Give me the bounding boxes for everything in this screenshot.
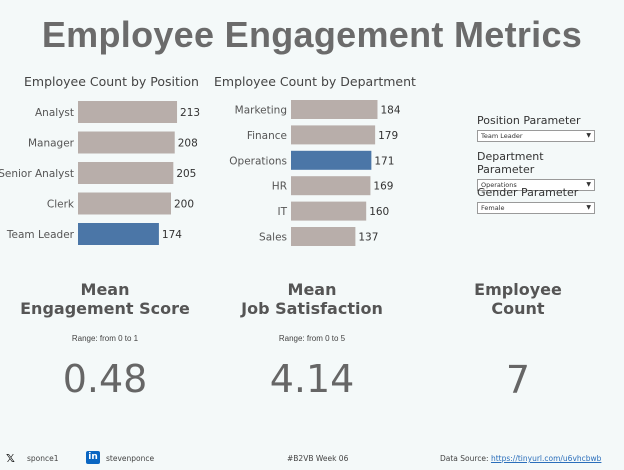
gender-parameter: Gender Parameter Female ▼ [477,186,602,214]
satisfaction-kpi-range: Range: from 0 to 5 [278,334,346,343]
data-source-label: Data Source: [440,454,489,463]
bar[interactable] [291,150,372,170]
bar[interactable] [291,125,376,145]
chevron-down-icon: ▼ [586,132,591,139]
week-tag: #B2VB Week 06 [287,454,349,463]
employee-count-kpi-value: 7 [505,358,531,402]
data-source-link[interactable]: https://tinyurl.com/u6vhcbwb [490,454,602,463]
satisfaction-kpi-title-line1: Mean [287,280,337,299]
category-label: Senior Analyst [0,168,74,180]
satisfaction-kpi: Mean Job Satisfaction Range: from 0 to 5… [222,280,402,401]
position-chart-title: Employee Count by Position [24,74,199,89]
x-logo-icon: 𝕏 [6,452,15,465]
category-label: Marketing [235,105,287,117]
category-label: Finance [247,130,287,142]
position-parameter-select[interactable]: Team Leader ▼ [477,130,595,142]
data-label: 213 [180,107,200,119]
category-label: IT [277,206,287,218]
bar[interactable] [291,227,356,246]
department-chart-title: Employee Count by Department [214,74,416,89]
bar[interactable] [291,201,367,221]
category-label: Analyst [35,107,74,119]
engagement-kpi-value: 0.48 [62,357,148,401]
bar[interactable] [291,176,371,196]
data-label: 137 [358,232,378,244]
linkedin-handle[interactable]: stevenponce [106,454,155,463]
data-label: 174 [162,229,182,241]
department-parameter-value: Operations [481,181,517,189]
data-label: 171 [374,155,394,167]
employee-count-kpi-title-line1: Employee [474,280,562,299]
employee-count-kpi: Employee Count 7 [428,280,608,402]
bar[interactable] [78,101,178,123]
department-parameter: Department Parameter Operations ▼ [477,150,602,191]
position-parameter-label: Position Parameter [477,114,581,127]
engagement-kpi-range: Range: from 0 to 1 [71,334,139,343]
bar[interactable] [78,162,174,184]
data-label: 169 [373,181,393,193]
linkedin-icon: in [86,451,100,464]
category-label: Clerk [47,199,75,211]
category-label: Team Leader [6,229,75,241]
satisfaction-kpi-value: 4.14 [269,357,355,401]
gender-parameter-label: Gender Parameter [477,186,579,199]
data-label: 184 [380,105,400,117]
engagement-kpi: Mean Engagement Score Range: from 0 to 1… [15,280,195,401]
bar[interactable] [78,223,159,245]
data-label: 179 [378,130,398,142]
chevron-down-icon: ▼ [586,181,591,188]
bar[interactable] [78,131,175,154]
department-bar-chart[interactable]: Marketing 184 Finance 179 Operations 171 HR 169… [200,96,430,256]
gender-parameter-select[interactable]: Female ▼ [477,202,595,214]
satisfaction-kpi-title-line2: Job Satisfaction [241,299,383,318]
category-label: Operations [229,155,287,167]
bar[interactable] [78,192,171,215]
engagement-kpi-title-line2: Engagement Score [20,299,190,318]
data-label: 200 [174,199,194,211]
employee-count-kpi-title-line2: Count [491,299,545,318]
x-handle[interactable]: sponce1 [27,454,59,463]
data-label: 205 [176,168,196,180]
position-bar-chart[interactable]: Analyst 213 Manager 208 Senior Analyst 205 Cle… [0,96,230,256]
category-label: HR [272,181,287,193]
department-parameter-select[interactable]: Operations ▼ [477,179,595,191]
dashboard-title: Employee Engagement Metrics [41,14,583,55]
data-label: 160 [369,206,389,218]
position-parameter: Position Parameter Team Leader ▼ [477,114,602,142]
data-source: Data Source: https://tinyurl.com/u6vhcbw… [440,454,601,463]
position-parameter-value: Team Leader [481,132,523,140]
category-label: Manager [28,138,75,150]
department-parameter-label: Department Parameter [477,150,544,176]
category-label: Sales [259,232,287,244]
gender-parameter-value: Female [481,204,505,212]
bar[interactable] [291,100,378,119]
chevron-down-icon: ▼ [586,204,591,211]
engagement-kpi-title-line1: Mean [80,280,130,299]
data-label: 208 [178,138,198,150]
